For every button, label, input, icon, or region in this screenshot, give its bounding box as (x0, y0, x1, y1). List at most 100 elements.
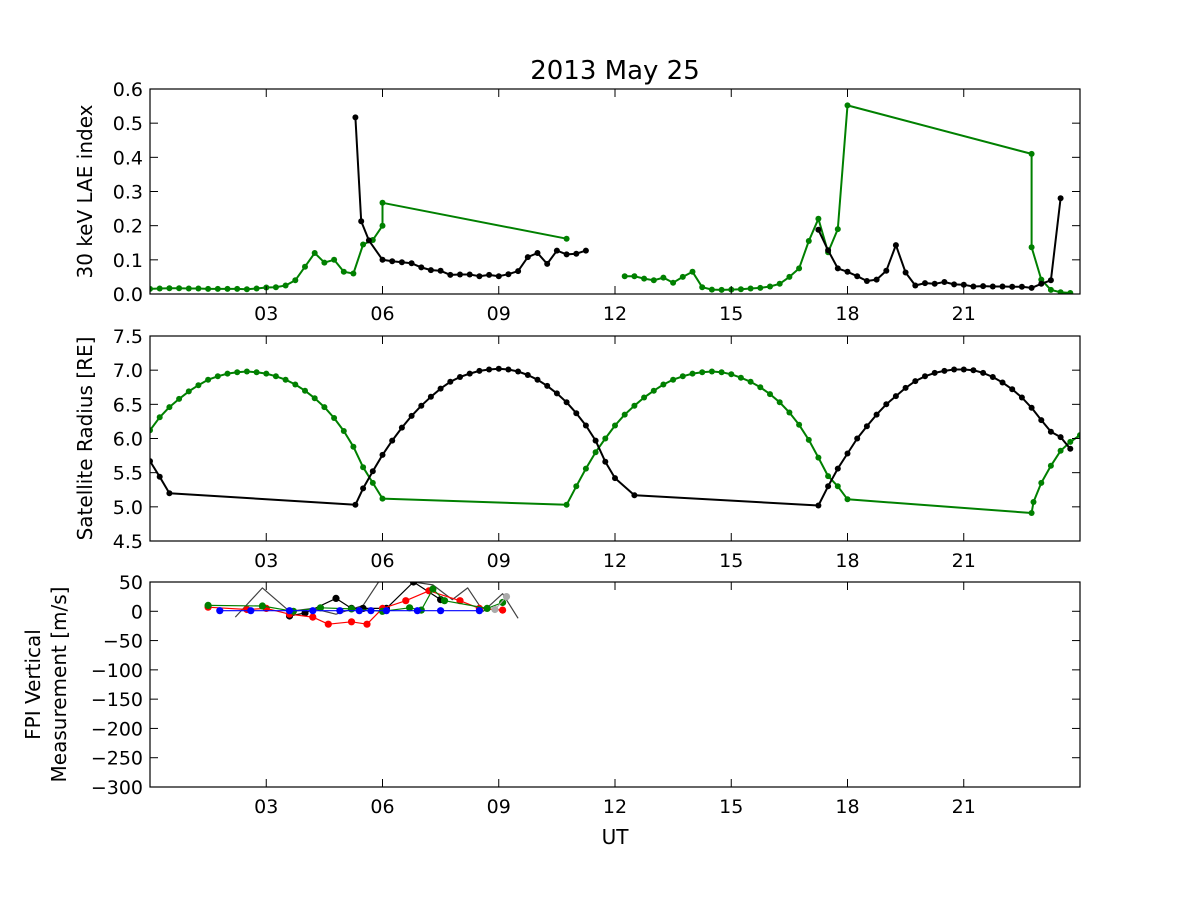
lae-index-series-0-point (176, 285, 183, 292)
lae-index-series-1-point (418, 264, 425, 271)
satellite-radius-series-1-point (447, 378, 454, 385)
satellite-radius-series-1-point (486, 366, 493, 373)
lae-index-series-0-point (679, 273, 686, 280)
lae-index-series-1-point (495, 273, 502, 280)
fpi-vertical-series-4-point (247, 607, 255, 615)
fpi-vertical-series-5-point (491, 605, 499, 614)
fpi-vertical-series-4-point (475, 607, 483, 615)
satellite-radius-series-1-point (505, 366, 512, 373)
satellite-radius-series-0-point (340, 428, 347, 434)
lae-index-x-tick-label: 09 (487, 303, 511, 325)
lae-index-series-1-point (563, 251, 570, 258)
satellite-radius-series-1-point (912, 378, 919, 385)
lae-index-series-0-point (660, 274, 667, 281)
satellite-radius-series-0-point (234, 369, 241, 376)
lae-index-series-1-point (544, 260, 551, 267)
satellite-radius-series-1-point (931, 369, 938, 376)
lae-index-series-1-point (854, 273, 861, 280)
satellite-radius-series-0-point (331, 415, 338, 421)
satellite-radius-series-1-point (980, 369, 987, 376)
satellite-radius-series-1-point (544, 382, 551, 389)
fpi-vertical-series-4-point (336, 607, 344, 615)
satellite-radius-y-tick-label: 5.0 (113, 497, 143, 519)
fpi-vertical-x-axis-label: UT (602, 825, 630, 849)
lae-index-series-1-point (902, 269, 909, 276)
satellite-radius-series-0-point (805, 436, 812, 443)
satellite-radius-series-1-point (941, 367, 948, 374)
satellite-radius-series-0-point (1047, 462, 1054, 469)
satellite-radius-series-1-point (360, 485, 367, 492)
lae-index-series-0-point (185, 285, 192, 292)
satellite-radius-y-tick-label: 7.5 (113, 326, 143, 348)
lae-index-series-1-point (863, 278, 870, 284)
fpi-vertical-series-2-point (456, 597, 464, 605)
satellite-radius-series-0-point (592, 449, 599, 456)
lae-index-series-0-point (670, 279, 677, 286)
lae-index-series-0-point (321, 259, 328, 266)
satellite-radius-series-0-point (243, 368, 250, 375)
lae-index-y-tick-label: 0.6 (113, 79, 143, 101)
satellite-radius-series-0-point (767, 391, 773, 398)
lae-index-series-1-point (553, 247, 560, 254)
fpi-vertical-y-tick-label: 50 (119, 572, 143, 594)
satellite-radius-series-1-point (1028, 404, 1035, 411)
lae-index-x-tick-label: 12 (603, 303, 627, 325)
lae-index-y-tick-label: 0.5 (113, 113, 143, 135)
lae-index-series-1-point (352, 114, 359, 121)
satellite-radius-series-0-point (369, 479, 376, 486)
satellite-radius-series-0-point (195, 382, 202, 389)
lae-index-series-1-point (980, 283, 987, 290)
fpi-vertical-x-tick-label: 03 (254, 796, 278, 818)
lae-index-series-0-point (292, 277, 299, 284)
satellite-radius-series-1-point (389, 437, 396, 444)
fpi-vertical-series-2-line (208, 590, 503, 625)
lae-index-series-1-point (1047, 277, 1054, 284)
lae-index-series-1-point (960, 281, 967, 288)
lae-index-series-1-point (524, 254, 531, 261)
satellite-radius-series-0-point (205, 376, 212, 383)
lae-index-series-1-point (989, 283, 996, 290)
lae-index-x-tick-label: 18 (835, 303, 859, 325)
satellite-radius-series-1-point (352, 501, 359, 508)
satellite-radius-y-tick-label: 4.5 (113, 531, 143, 553)
fpi-vertical-series-3-point (258, 602, 266, 610)
satellite-radius-series-0-point (214, 373, 221, 380)
satellite-radius-series-0-point (263, 370, 270, 377)
satellite-radius-series-0-point (224, 370, 231, 377)
lae-index-series-0-point (796, 265, 803, 272)
satellite-radius-series-0-point (728, 371, 735, 378)
satellite-radius-series-1-point (573, 410, 580, 417)
satellite-radius-x-tick-label: 18 (835, 550, 859, 572)
lae-index-series-0-point (214, 285, 221, 292)
satellite-radius-series-0 (150, 368, 1080, 516)
lae-index-series-0-point (708, 286, 715, 293)
satellite-radius-series-0-point (679, 373, 686, 380)
lae-index-series-1 (352, 114, 1064, 291)
lae-index-series-0-point (379, 222, 386, 229)
satellite-radius-series-1-point (825, 483, 832, 490)
lae-index-plot-area (150, 102, 1074, 294)
satellite-radius-series-1-point (1067, 445, 1074, 452)
lae-index-y-tick-label: 0.4 (113, 147, 143, 169)
satellite-radius-series-1-point (524, 372, 531, 378)
lae-index-series-0-point (205, 285, 212, 292)
lae-index-series-0-point (350, 270, 357, 277)
fpi-vertical-series-4-point (355, 607, 363, 615)
fpi-vertical-series-5 (491, 593, 511, 614)
satellite-radius-series-0-point (796, 421, 803, 428)
satellite-radius-series-0-point (786, 409, 793, 416)
satellite-radius-y-axis-label: Satellite Radius [RE] (73, 337, 97, 541)
lae-index-series-1-point (379, 256, 386, 263)
lae-index-series-0-point (815, 215, 822, 222)
lae-index-series-1-point (427, 267, 434, 274)
satellite-radius-series-0-point (699, 369, 706, 376)
lae-index-series-0-point (282, 282, 289, 289)
satellite-radius-series-0-point (1028, 510, 1035, 516)
lae-index-series-1-point (941, 279, 948, 285)
satellite-radius-x-tick-label: 09 (487, 550, 511, 572)
satellite-radius-series-0-point (670, 376, 677, 383)
fpi-vertical-series-2-point (309, 613, 317, 621)
lae-index-series-0-point (718, 286, 725, 293)
lae-index-series-0-point (834, 226, 841, 233)
lae-index-series-0-point (156, 285, 163, 292)
